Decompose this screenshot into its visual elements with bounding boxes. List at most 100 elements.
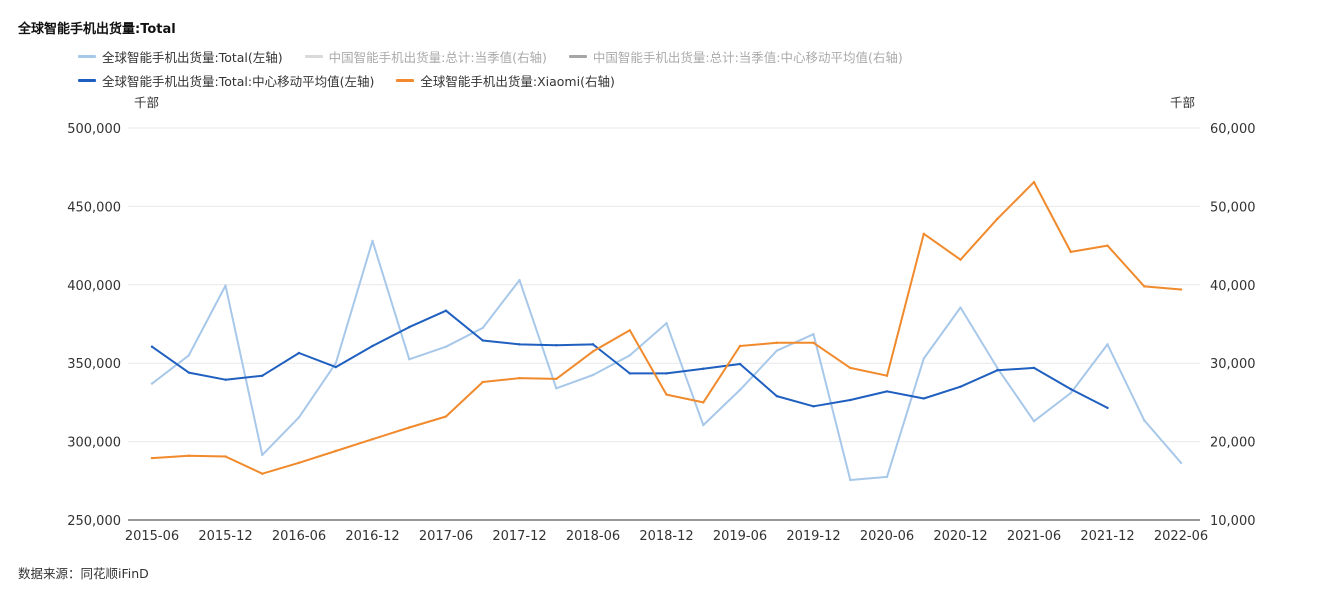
data-point-series-2 (187, 454, 190, 457)
data-point-series-0 (849, 478, 852, 482)
data-point-series-2 (702, 401, 705, 404)
legend-label: 中国智能手机出货量:总计:当季值(右轴) (328, 49, 547, 65)
x-tick-label: 2019-06 (713, 529, 767, 544)
data-point-series-2 (224, 455, 227, 458)
data-point-series-1 (297, 351, 301, 355)
data-point-series-1 (849, 398, 852, 402)
data-point-series-1 (518, 343, 521, 346)
x-tick-label: 2021-06 (1007, 529, 1061, 544)
x-tick-label: 2020-06 (860, 529, 914, 544)
legend-label: 全球智能手机出货量:Xiaomi(右轴) (420, 73, 615, 89)
data-point-series-0 (1032, 420, 1036, 423)
legend-row-2: 全球智能手机出货量:Total:中心移动平均值(左轴) 全球智能手机出货量:Xi… (78, 68, 1078, 92)
legend-swatch (78, 54, 96, 58)
data-point-series-0 (150, 382, 154, 385)
data-point-series-2 (481, 380, 484, 384)
data-point-series-0 (922, 357, 925, 360)
legend-label: 全球智能手机出货量:Total(左轴) (102, 49, 283, 65)
data-point-series-1 (1069, 387, 1072, 391)
data-point-series-0 (518, 278, 521, 282)
legend: 全球智能手机出货量:Total(左轴) 中国智能手机出货量:总计:当季值(右轴)… (78, 44, 1078, 92)
data-point-series-1 (481, 339, 484, 342)
data-point-series-2 (628, 329, 631, 332)
y-right-tick-label: 30,000 (1210, 357, 1256, 372)
data-point-series-1 (959, 385, 962, 388)
data-point-series-0 (555, 387, 558, 390)
data-point-series-0 (775, 349, 778, 352)
x-tick-label: 2018-12 (639, 529, 693, 544)
data-point-series-1 (261, 374, 264, 377)
data-point-series-2 (738, 344, 742, 348)
data-point-series-1 (885, 390, 889, 393)
data-point-series-2 (922, 232, 925, 236)
data-point-series-2 (518, 376, 521, 380)
data-point-series-0 (996, 366, 999, 370)
data-point-series-0 (1106, 343, 1109, 346)
data-point-series-0 (261, 453, 264, 457)
y-right-tick-label: 20,000 (1210, 436, 1256, 451)
data-point-series-1 (1106, 406, 1109, 410)
data-point-series-2 (444, 415, 448, 418)
x-tick-label: 2020-12 (933, 529, 987, 544)
data-point-series-0 (297, 416, 301, 419)
data-point-series-2 (1106, 244, 1109, 247)
y-left-tick-label: 500,000 (67, 122, 121, 137)
data-point-series-1 (775, 394, 778, 398)
legend-item-china-moving-average[interactable]: 中国智能手机出货量:总计:当季值:中心移动平均值(右轴) (568, 47, 903, 66)
x-tick-label: 2015-12 (198, 529, 252, 544)
data-point-series-1 (738, 362, 742, 366)
data-point-series-1 (628, 372, 631, 375)
right-axis-unit: 千部 (1170, 95, 1196, 110)
data-point-series-0 (444, 345, 448, 348)
chart-title: 全球智能手机出货量:Total (18, 22, 176, 37)
data-point-series-2 (150, 456, 154, 460)
data-point-series-2 (996, 217, 999, 221)
data-point-series-0 (371, 239, 374, 243)
data-point-series-2 (775, 341, 778, 345)
legend-item-xiaomi[interactable]: 全球智能手机出货量:Xiaomi(右轴) (396, 71, 615, 90)
left-axis-unit: 千部 (134, 95, 160, 110)
x-tick-label: 2015-06 (125, 529, 179, 544)
y-left-tick-label: 400,000 (67, 279, 121, 294)
data-point-series-2 (555, 377, 558, 381)
data-point-series-1 (150, 345, 154, 348)
data-point-series-2 (1032, 180, 1036, 184)
data-point-series-2 (591, 350, 595, 353)
data-point-series-1 (408, 325, 411, 329)
data-point-series-2 (408, 426, 411, 429)
data-point-series-0 (738, 388, 742, 392)
data-point-series-0 (702, 423, 705, 427)
data-point-series-2 (1179, 288, 1183, 291)
data-point-series-2 (334, 449, 337, 453)
x-tick-label: 2016-06 (272, 529, 326, 544)
y-left-tick-label: 450,000 (67, 200, 121, 215)
data-point-series-1 (591, 343, 595, 346)
x-tick-label: 2017-12 (492, 529, 546, 544)
x-tick-label: 2021-12 (1080, 529, 1134, 544)
y-right-tick-label: 50,000 (1210, 200, 1256, 215)
legend-swatch (78, 78, 96, 82)
legend-swatch (304, 54, 323, 58)
data-point-series-0 (812, 332, 815, 336)
data-point-series-2 (1143, 285, 1146, 288)
y-left-tick-label: 300,000 (67, 436, 121, 451)
data-point-series-1 (665, 372, 668, 375)
y-right-tick-label: 60,000 (1210, 122, 1256, 137)
y-right-tick-label: 40,000 (1210, 279, 1256, 294)
legend-swatch (396, 78, 415, 82)
legend-item-global-total[interactable]: 全球智能手机出货量:Total(左轴) (78, 47, 283, 66)
data-point-series-0 (334, 362, 337, 365)
series-line-0 (151, 239, 1182, 481)
legend-item-global-moving-average[interactable]: 全球智能手机出货量:Total:中心移动平均值(左轴) (78, 71, 374, 90)
x-tick-label: 2018-06 (566, 529, 620, 544)
data-point-series-0 (224, 284, 227, 287)
data-point-series-2 (812, 341, 815, 345)
data-point-series-1 (334, 365, 337, 369)
legend-swatch (568, 54, 587, 58)
legend-label: 中国智能手机出货量:总计:当季值:中心移动平均值(右轴) (592, 49, 903, 65)
legend-item-china-quarterly[interactable]: 中国智能手机出货量:总计:当季值(右轴) (304, 47, 547, 66)
y-left-tick-label: 350,000 (67, 357, 121, 372)
legend-label: 全球智能手机出货量:Total:中心移动平均值(左轴) (102, 73, 375, 89)
data-point-series-2 (665, 393, 668, 396)
